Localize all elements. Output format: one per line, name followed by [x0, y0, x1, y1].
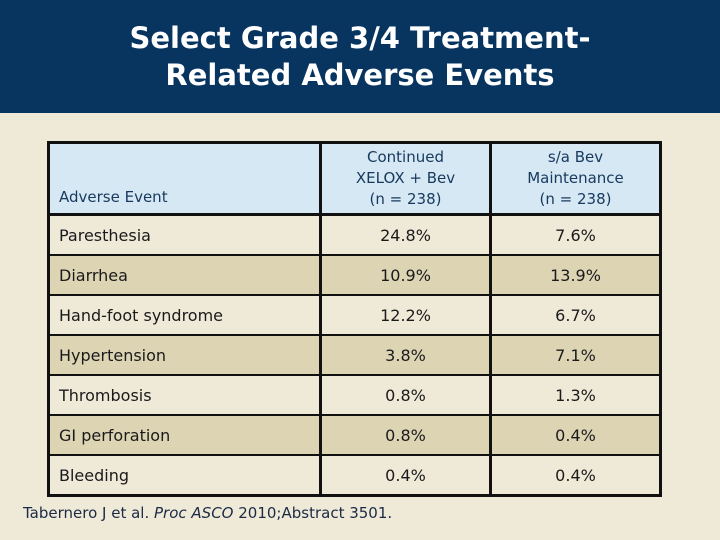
citation-year-abstract: 2010;Abstract 3501. — [233, 504, 393, 522]
sa-bev-value-cell: 1.3% — [489, 374, 662, 416]
column-header-line: (n = 238) — [539, 190, 612, 208]
citation-journal: Proc ASCO — [154, 504, 234, 522]
table-row: Hand-foot syndrome 12.2% 6.7% — [47, 294, 662, 336]
xelox-bev-value-cell: 10.9% — [319, 254, 492, 296]
column-header-sa-bev-maintenance: s/a Bev Maintenance (n = 238) — [489, 141, 662, 216]
table-header-row: Adverse Event Continued XELOX + Bev (n =… — [47, 141, 662, 216]
sa-bev-value-cell: 7.1% — [489, 334, 662, 376]
column-header-xelox-bev: Continued XELOX + Bev (n = 238) — [319, 141, 492, 216]
adverse-events-table-container: Adverse Event Continued XELOX + Bev (n =… — [47, 141, 662, 497]
title-banner: Select Grade 3/4 Treatment- Related Adve… — [0, 0, 720, 113]
column-header-label: Adverse Event — [59, 188, 168, 206]
sa-bev-value-cell: 7.6% — [489, 213, 662, 256]
adverse-event-cell: GI perforation — [47, 414, 322, 456]
table-row: Hypertension 3.8% 7.1% — [47, 334, 662, 376]
column-header-line: XELOX + Bev — [355, 169, 456, 187]
table-row: Thrombosis 0.8% 1.3% — [47, 374, 662, 416]
sa-bev-value-cell: 0.4% — [489, 454, 662, 497]
table-row: Paresthesia 24.8% 7.6% — [47, 213, 662, 256]
xelox-bev-value-cell: 3.8% — [319, 334, 492, 376]
citation-footnote: Tabernero J et al. Proc ASCO 2010;Abstra… — [23, 504, 392, 522]
xelox-bev-value-cell: 12.2% — [319, 294, 492, 336]
column-header-line: s/a Bev — [547, 148, 604, 166]
column-header-adverse-event: Adverse Event — [47, 141, 322, 216]
adverse-event-cell: Hand-foot syndrome — [47, 294, 322, 336]
adverse-event-cell: Thrombosis — [47, 374, 322, 416]
column-header-line: (n = 238) — [369, 190, 442, 208]
table-row: Bleeding 0.4% 0.4% — [47, 454, 662, 497]
sa-bev-value-cell: 6.7% — [489, 294, 662, 336]
xelox-bev-value-cell: 0.8% — [319, 374, 492, 416]
adverse-event-cell: Hypertension — [47, 334, 322, 376]
adverse-events-table: Adverse Event Continued XELOX + Bev (n =… — [47, 141, 662, 497]
citation-authors: Tabernero J et al. — [23, 504, 155, 522]
table-row: Diarrhea 10.9% 13.9% — [47, 254, 662, 296]
xelox-bev-value-cell: 0.4% — [319, 454, 492, 497]
xelox-bev-value-cell: 0.8% — [319, 414, 492, 456]
slide-title-line2: Related Adverse Events — [165, 57, 555, 92]
adverse-event-cell: Paresthesia — [47, 213, 322, 256]
sa-bev-value-cell: 0.4% — [489, 414, 662, 456]
column-header-line: Maintenance — [527, 169, 624, 187]
table-row: GI perforation 0.8% 0.4% — [47, 414, 662, 456]
adverse-event-cell: Diarrhea — [47, 254, 322, 296]
slide-title-line1: Select Grade 3/4 Treatment- — [129, 20, 591, 55]
adverse-event-cell: Bleeding — [47, 454, 322, 497]
xelox-bev-value-cell: 24.8% — [319, 213, 492, 256]
sa-bev-value-cell: 13.9% — [489, 254, 662, 296]
column-header-line: Continued — [367, 148, 444, 166]
